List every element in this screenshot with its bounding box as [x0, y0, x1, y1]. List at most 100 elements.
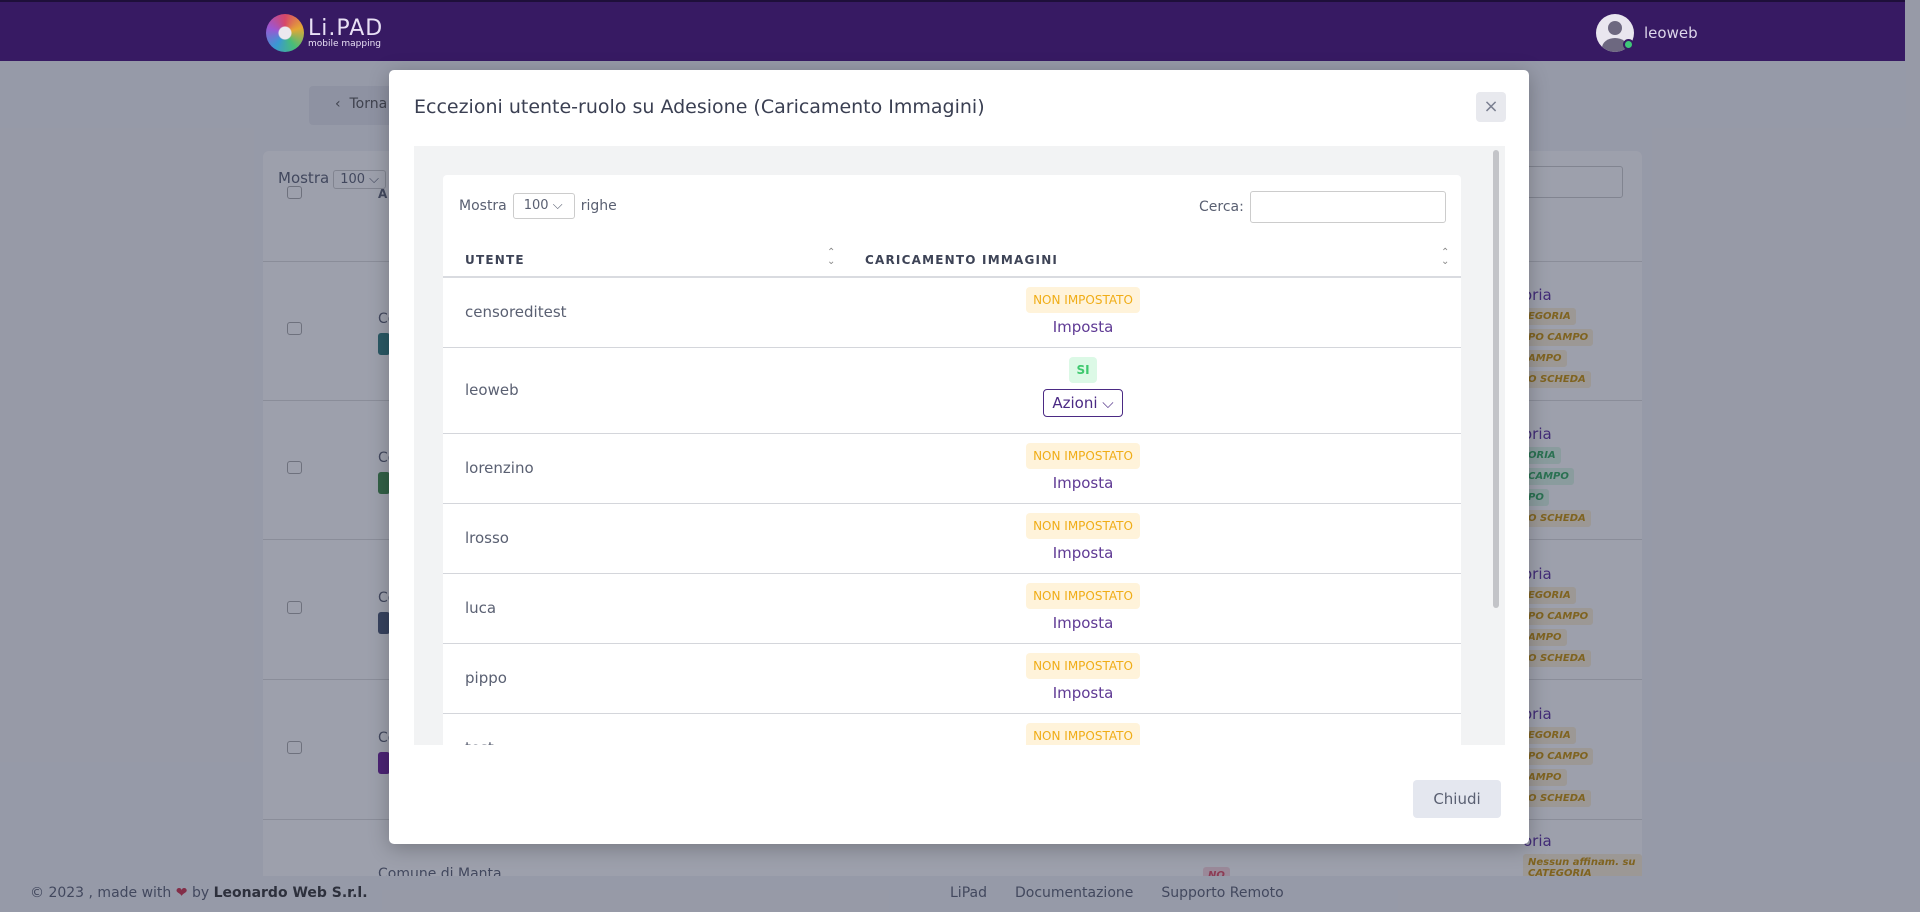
footer: © 2023 , made with ❤ by Leonardo Web S.r…	[0, 876, 1920, 912]
logo-text: Li.PAD	[308, 15, 384, 41]
back-label: Torna	[349, 96, 388, 112]
user-name: leoweb	[465, 381, 519, 399]
chevron-down-icon: ⌵	[1102, 394, 1114, 412]
bg-badge: O SCHEDA	[1523, 510, 1591, 527]
bg-row-right: oria EGORIA PO CAMPO AMPO O SCHEDA	[1523, 705, 1594, 807]
user-name: censoreditest	[465, 303, 567, 321]
bg-badge: EGORIA	[1523, 587, 1576, 604]
bg-right-title: oria	[1523, 286, 1552, 304]
bg-badge: ORIA	[1523, 447, 1561, 464]
bg-badge: PO CAMPO	[1523, 608, 1594, 625]
bg-badge: EGORIA	[1523, 308, 1576, 325]
status-badge: NON IMPOSTATO	[1026, 653, 1140, 679]
user-name: lrosso	[465, 529, 509, 547]
footer-link-docs[interactable]: Documentazione	[1014, 885, 1134, 901]
column-header-utente[interactable]: UTENTE	[465, 253, 525, 267]
status-badge: NON IMPOSTATO	[1026, 583, 1140, 609]
bg-badge: AMPO	[1523, 769, 1567, 786]
bg-row-right: oria ORIA CAMPO PO O SCHEDA	[1523, 425, 1591, 527]
bg-right-title: oria	[1523, 832, 1552, 850]
bg-row-tag	[378, 612, 390, 634]
copyright: © 2023 , made with ❤ by Leonardo Web S.r…	[30, 885, 368, 901]
table-row: leoweb SI Azioni ⌵	[443, 348, 1461, 434]
heart-icon: ❤	[175, 885, 188, 901]
close-icon[interactable]: ×	[1476, 92, 1506, 122]
bg-column-header: A	[378, 187, 388, 201]
bg-badge: PO CAMPO	[1523, 748, 1594, 765]
user-menu[interactable]: leoweb	[1596, 14, 1698, 52]
search-label: Cerca:	[1199, 199, 1244, 215]
set-link[interactable]: Imposta	[1052, 474, 1114, 492]
bg-badge: PO CAMPO	[1523, 329, 1594, 346]
set-link[interactable]: Imposta	[1052, 684, 1114, 702]
bg-row-checkbox[interactable]	[287, 741, 302, 754]
table-row: censoreditest NON IMPOSTATO Imposta	[443, 278, 1461, 348]
bg-row-tag	[378, 752, 390, 774]
bg-show-value: 100	[340, 172, 366, 187]
lipad-logo[interactable]: Li.PAD mobile mapping	[266, 13, 383, 53]
bg-row-right: oria EGORIA PO CAMPO AMPO O SCHEDA	[1523, 286, 1594, 388]
bg-select-all-checkbox[interactable]	[287, 186, 302, 199]
set-link[interactable]: Imposta	[1052, 614, 1114, 632]
bg-badge: O SCHEDA	[1523, 371, 1591, 388]
page-length-select[interactable]: 100 ⌵	[512, 193, 575, 219]
user-name: lorenzino	[465, 459, 534, 477]
bg-page-length: Mostra 100 ⌵	[278, 169, 387, 189]
bg-row-checkbox[interactable]	[287, 601, 302, 614]
bg-right-title: oria	[1523, 705, 1552, 723]
sort-icon[interactable]: ⌃ ⌄	[1441, 247, 1450, 267]
user-table-card: Mostra 100 ⌵ righe Cerca: UTENTE ⌃ ⌄ CARI…	[443, 175, 1461, 745]
page-length: Mostra 100 ⌵ righe	[459, 193, 617, 219]
company-name: Leonardo Web S.r.l.	[213, 885, 368, 901]
bg-badge: EGORIA	[1523, 727, 1576, 744]
modal-body: Mostra 100 ⌵ righe Cerca: UTENTE ⌃ ⌄ CARI…	[414, 146, 1505, 745]
bg-badge: O SCHEDA	[1523, 790, 1591, 807]
bg-row-tag	[378, 333, 390, 355]
column-header-caricamento[interactable]: CARICAMENTO IMMAGINI	[865, 253, 1059, 267]
modal-title: Eccezioni utente-ruolo su Adesione (Cari…	[414, 96, 985, 118]
avatar	[1596, 14, 1634, 52]
bg-right-title: oria	[1523, 425, 1552, 443]
bg-page-length-select[interactable]: 100 ⌵	[333, 170, 387, 189]
exceptions-modal: Eccezioni utente-ruolo su Adesione (Cari…	[389, 70, 1529, 844]
bg-badge: AMPO	[1523, 350, 1567, 367]
table-row: pippo NON IMPOSTATO Imposta	[443, 644, 1461, 714]
status-badge: NON IMPOSTATO	[1026, 513, 1140, 539]
bg-show-label: Mostra	[278, 169, 330, 187]
search: Cerca:	[1199, 191, 1446, 223]
table-row: lrosso NON IMPOSTATO Imposta	[443, 504, 1461, 574]
bg-badge: O SCHEDA	[1523, 650, 1591, 667]
status-badge: NON IMPOSTATO	[1026, 443, 1140, 469]
bg-right-title: oria	[1523, 565, 1552, 583]
scrollbar[interactable]	[1493, 150, 1499, 608]
user-name: test	[465, 739, 494, 745]
bg-row-checkbox[interactable]	[287, 461, 302, 474]
username: leoweb	[1644, 24, 1698, 42]
status-badge: NON IMPOSTATO	[1026, 287, 1140, 313]
bg-row-checkbox[interactable]	[287, 322, 302, 335]
logo-icon	[266, 14, 304, 52]
copy-text: © 2023 , made with	[30, 885, 172, 901]
by-text: by	[191, 885, 210, 901]
close-button[interactable]: Chiudi	[1413, 780, 1501, 818]
top-navbar: Li.PAD mobile mapping leoweb	[0, 0, 1905, 61]
table-row: luca NON IMPOSTATO Imposta	[443, 574, 1461, 644]
user-name: luca	[465, 599, 497, 617]
sort-icon[interactable]: ⌃ ⌄	[827, 247, 836, 267]
status-badge: SI	[1069, 357, 1097, 383]
bg-badge: AMPO	[1523, 629, 1567, 646]
bg-badge: CAMPO	[1523, 468, 1574, 485]
actions-dropdown[interactable]: Azioni ⌵	[1043, 389, 1123, 417]
actions-label: Azioni	[1052, 394, 1098, 412]
logo-subtitle: mobile mapping	[308, 38, 382, 49]
online-status-icon	[1623, 39, 1634, 50]
bg-row-tag	[378, 472, 390, 494]
bg-row-right: oria EGORIA PO CAMPO AMPO O SCHEDA	[1523, 565, 1594, 667]
bg-badge: PO	[1523, 489, 1549, 506]
set-link[interactable]: Imposta	[1052, 318, 1114, 336]
footer-link-lipad[interactable]: LiPad	[950, 885, 987, 901]
search-input[interactable]	[1249, 191, 1446, 223]
set-link[interactable]: Imposta	[1052, 544, 1114, 562]
footer-link-support[interactable]: Supporto Remoto	[1161, 885, 1284, 901]
table-row: lorenzino NON IMPOSTATO Imposta	[443, 434, 1461, 504]
